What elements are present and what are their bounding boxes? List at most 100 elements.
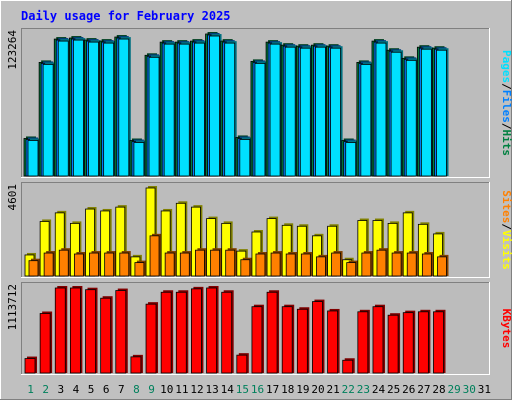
bar-sites (421, 253, 432, 277)
bar-sites (225, 249, 236, 277)
bar-kbytes (342, 359, 354, 374)
day-label: 19 (296, 383, 309, 396)
bar-sites (58, 249, 69, 277)
day-label: 27 (417, 383, 430, 396)
day-label: 31 (478, 383, 491, 396)
bar-sites (73, 253, 84, 277)
day-label: 4 (73, 383, 80, 396)
bar-pages (42, 64, 54, 177)
bar-sites (300, 253, 311, 277)
bar-kbytes (24, 358, 36, 374)
bar-sites (316, 256, 326, 277)
bar-pages (239, 139, 251, 177)
legend-item-files: Files (500, 90, 512, 123)
bar-pages (163, 43, 175, 177)
legend-separator: / (500, 223, 512, 230)
day-label: 29 (448, 383, 461, 396)
bar-sites (210, 249, 220, 277)
bar-pages (315, 46, 326, 177)
bar-kbytes (312, 301, 323, 374)
y-max-label: 4601 (6, 184, 19, 211)
bar-kbytes (39, 313, 51, 374)
bar-pages (254, 63, 266, 177)
bar-pages (57, 40, 69, 177)
bar-sites (240, 259, 251, 277)
bar-sites (361, 252, 372, 277)
bar-sites (119, 252, 130, 277)
legend-item-hits: Hits (500, 130, 512, 157)
bar-kbytes (327, 310, 338, 374)
bar-sites (164, 252, 175, 277)
day-label: 20 (311, 383, 324, 396)
bar-kbytes (266, 291, 278, 374)
bar-kbytes (115, 290, 127, 374)
bar-pages (420, 48, 432, 177)
bar-pages (209, 35, 220, 177)
bar-sites (28, 260, 39, 277)
bar-kbytes (387, 314, 399, 374)
bar-sites (406, 252, 417, 277)
bar-kbytes (296, 308, 308, 374)
bar-pages (375, 42, 387, 177)
day-label: 28 (432, 383, 445, 396)
day-label: 11 (175, 383, 188, 396)
day-label: 2 (42, 383, 49, 396)
day-labels: 1 2 3 4 5 6 7 8 9 10 11 12 13 14 15 16 17 18 19 20 21 22 23 24 2… (27, 383, 491, 396)
bar-kbytes (433, 311, 444, 374)
legend-item-kbytes: KBytes (500, 309, 512, 349)
bar-pages (390, 51, 402, 177)
legend-separator: / (500, 83, 512, 90)
bar-kbytes (251, 306, 263, 374)
y-max-label: 1113712 (6, 284, 19, 330)
legend-separator: / (500, 123, 512, 130)
day-label: 30 (463, 383, 476, 396)
day-label: 17 (266, 383, 279, 396)
bar-pages (299, 47, 311, 177)
legend-item-pages: Pages (500, 50, 512, 83)
bar-kbytes (54, 287, 66, 374)
bar-sites (437, 256, 447, 277)
day-label: 15 (236, 383, 249, 396)
bar-kbytes (372, 306, 384, 374)
bar-sites (255, 253, 266, 277)
bar-sites (43, 252, 54, 277)
day-label: 9 (148, 383, 155, 396)
day-label: 21 (327, 383, 340, 396)
bar-kbytes (145, 303, 157, 374)
day-label: 3 (58, 383, 65, 396)
bar-kbytes (100, 297, 112, 374)
bar-kbytes (130, 356, 142, 374)
bar-pages (360, 64, 372, 177)
bar-pages (88, 41, 99, 177)
panel-hits-files-pages: 123264 Pages/Files/Hits (6, 28, 512, 178)
bar-pages (148, 56, 160, 177)
bar-kbytes (357, 311, 369, 374)
bar-pages (436, 49, 447, 177)
day-label: 1 (27, 383, 34, 396)
bar-kbytes (417, 311, 429, 374)
bar-sites (391, 252, 402, 277)
day-label: 13 (205, 383, 218, 396)
bar-pages (133, 142, 145, 177)
bar-pages (118, 38, 130, 177)
bar-sites (331, 252, 341, 277)
bar-pages (103, 42, 115, 177)
bar-sites (89, 252, 99, 277)
panel-visits-sites: 4601 Sites/Visits (6, 182, 512, 278)
bar-pages (405, 59, 417, 177)
bar-sites (376, 249, 387, 277)
bar-pages (27, 140, 39, 177)
legend-hits-files-pages: Pages/Files/Hits (500, 50, 512, 156)
bar-kbytes (175, 291, 187, 374)
legend-item-visits: Visits (500, 230, 512, 270)
bar-pages (330, 47, 341, 177)
day-label: 7 (118, 383, 125, 396)
day-label: 8 (133, 383, 140, 396)
day-label: 12 (190, 383, 203, 396)
bar-pages (224, 42, 236, 177)
bar-kbytes (206, 287, 217, 374)
legend-visits-sites: Sites/Visits (500, 190, 512, 270)
chart-title: Daily usage for February 2025 (21, 9, 231, 23)
bar-sites (285, 253, 296, 277)
